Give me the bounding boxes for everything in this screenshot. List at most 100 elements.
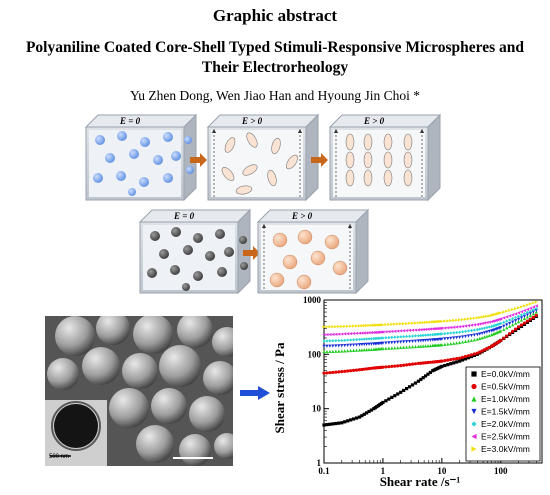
data-point <box>421 361 425 365</box>
data-point <box>365 323 369 328</box>
data-point <box>393 346 397 350</box>
data-point <box>478 332 482 336</box>
data-point <box>410 339 415 343</box>
data-point <box>396 392 400 396</box>
data-point <box>322 350 326 354</box>
data-point <box>463 354 468 359</box>
y-tick-label: 1000 <box>303 295 322 305</box>
data-point <box>487 314 491 318</box>
data-point <box>375 330 379 334</box>
data-point <box>460 335 465 339</box>
data-point <box>449 319 453 323</box>
data-point <box>413 362 418 366</box>
data-point <box>449 325 453 330</box>
data-point <box>369 347 374 351</box>
data-point <box>437 326 441 331</box>
data-point <box>331 332 335 336</box>
data-point <box>423 338 428 343</box>
data-point <box>528 313 532 317</box>
data-point <box>452 325 456 329</box>
legend-marker <box>471 383 477 390</box>
data-point <box>511 307 515 312</box>
data-point <box>367 347 371 352</box>
legend-label: E=2.5kV/mm <box>481 432 530 442</box>
data-point <box>416 361 421 366</box>
data-point <box>367 337 371 341</box>
data-point <box>466 356 471 360</box>
data-point <box>360 348 364 352</box>
data-point <box>407 339 412 344</box>
data-point <box>390 335 394 340</box>
data-point <box>472 316 476 320</box>
data-point <box>472 333 476 337</box>
data-point <box>505 334 509 338</box>
orange-arrow-icon <box>190 153 207 167</box>
legend-label: E=1.0kV/mm <box>481 394 530 404</box>
data-point <box>480 321 484 326</box>
data-point <box>513 327 518 331</box>
data-point <box>419 361 423 365</box>
data-point <box>469 353 474 357</box>
data-point <box>396 322 400 326</box>
data-point <box>440 364 444 368</box>
data-point <box>419 328 423 332</box>
legend-label: E=0.0kV/mm <box>481 369 530 379</box>
data-point <box>478 315 482 320</box>
data-point <box>413 339 418 343</box>
data-point <box>463 324 468 328</box>
er-mechanism-schematic: E = 0 E > 0 <box>84 113 442 295</box>
x-tick-label: 100 <box>494 466 508 476</box>
data-point <box>399 340 403 344</box>
data-point <box>349 369 353 373</box>
data-point <box>469 316 474 321</box>
panel-bottom-2 <box>256 208 370 295</box>
data-point <box>511 329 515 334</box>
data-point <box>325 349 329 354</box>
data-point <box>528 306 532 310</box>
data-point <box>460 358 465 362</box>
data-point <box>384 336 388 340</box>
data-point <box>390 395 394 399</box>
data-point <box>369 342 374 346</box>
data-point <box>328 349 332 354</box>
data-point <box>446 342 450 346</box>
data-point <box>421 333 425 337</box>
data-point <box>399 364 403 368</box>
x-axis-title: Shear rate /s⁻¹ <box>380 474 461 489</box>
data-point <box>390 364 394 369</box>
data-point <box>513 319 518 323</box>
data-point <box>502 310 506 314</box>
data-point <box>463 334 468 339</box>
data-point <box>407 321 412 325</box>
data-point <box>446 363 450 367</box>
data-point <box>381 400 385 405</box>
blue-arrow-icon <box>240 386 270 400</box>
data-point <box>449 331 453 335</box>
data-point <box>387 365 391 369</box>
data-point <box>502 316 506 320</box>
data-point <box>343 324 347 329</box>
data-point <box>460 317 465 322</box>
data-point <box>469 338 474 342</box>
series-1 <box>322 313 538 375</box>
data-point <box>381 346 385 351</box>
data-point <box>349 324 353 328</box>
data-point <box>365 411 369 415</box>
data-point <box>502 336 506 340</box>
legend-marker <box>471 421 477 427</box>
data-point <box>399 322 403 326</box>
data-point <box>426 320 430 324</box>
data-point <box>428 360 432 364</box>
data-point <box>472 323 476 327</box>
data-point <box>349 348 353 353</box>
data-point <box>525 303 530 307</box>
data-point <box>466 329 471 333</box>
data-point <box>413 344 418 349</box>
data-point <box>423 327 428 331</box>
data-point <box>475 351 479 355</box>
data-point <box>455 357 459 361</box>
data-point <box>328 371 332 375</box>
data-point <box>328 344 332 348</box>
data-point <box>367 366 371 371</box>
data-point <box>402 335 406 339</box>
